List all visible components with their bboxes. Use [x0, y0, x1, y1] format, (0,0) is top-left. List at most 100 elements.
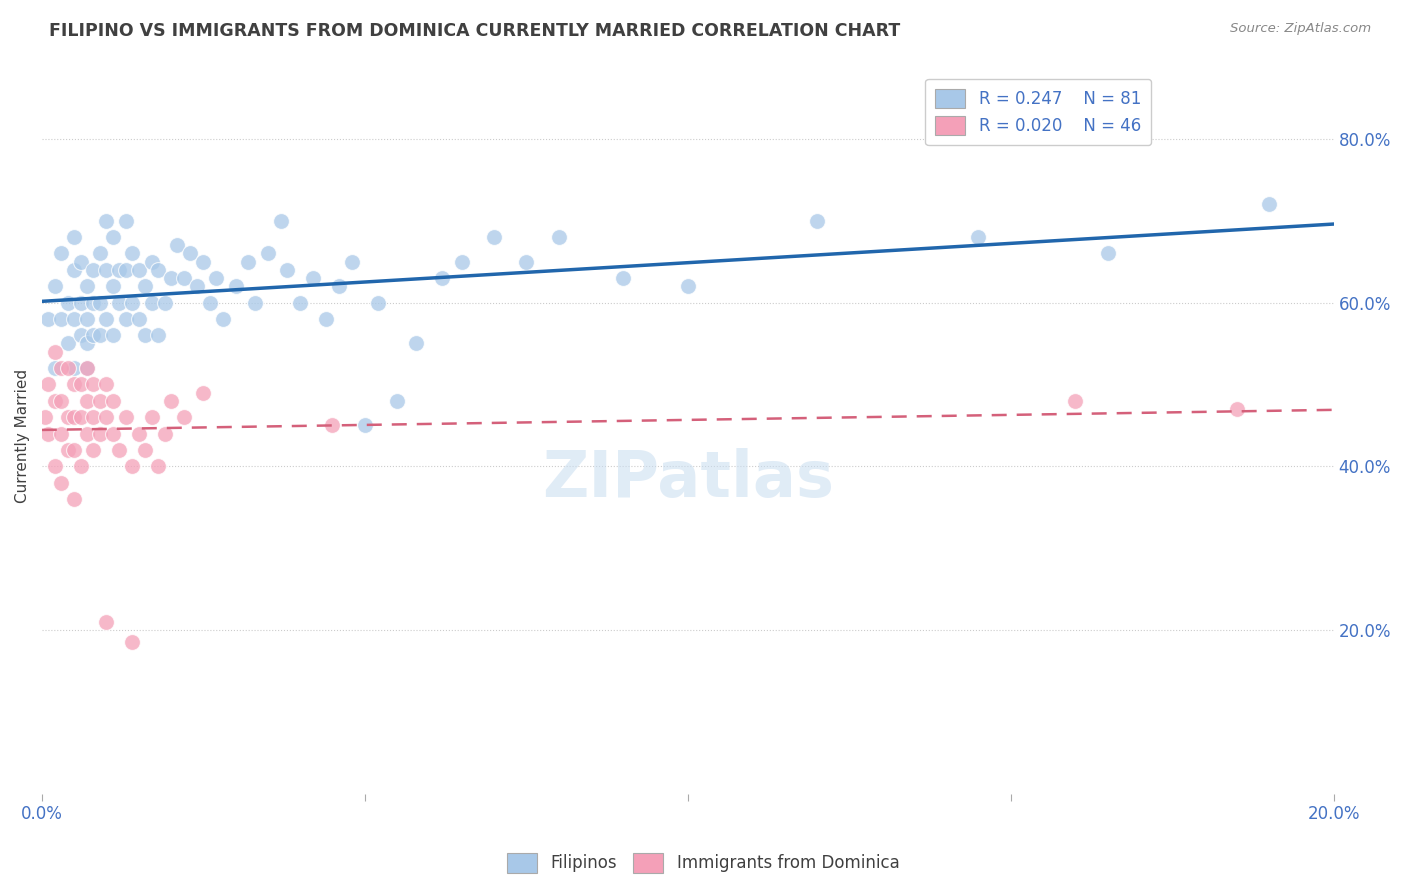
Point — [101, 279, 124, 293]
Point — [1226, 401, 1249, 416]
Point — [69, 377, 91, 392]
Point — [515, 254, 537, 268]
Point — [173, 271, 195, 285]
Point — [76, 312, 98, 326]
Point — [82, 410, 104, 425]
Point — [82, 295, 104, 310]
Point — [108, 262, 131, 277]
Point — [96, 615, 118, 629]
Point — [302, 271, 325, 285]
Point — [114, 312, 136, 326]
Point — [153, 426, 176, 441]
Point — [37, 426, 59, 441]
Point — [63, 442, 86, 457]
Point — [612, 271, 634, 285]
Point — [96, 262, 118, 277]
Point — [146, 328, 169, 343]
Point — [56, 361, 79, 376]
Point — [238, 254, 260, 268]
Point — [89, 295, 111, 310]
Point — [89, 426, 111, 441]
Point — [141, 254, 163, 268]
Point — [76, 279, 98, 293]
Point — [121, 635, 143, 649]
Point — [328, 279, 350, 293]
Point — [63, 262, 86, 277]
Point — [76, 361, 98, 376]
Point — [193, 254, 215, 268]
Point — [82, 442, 104, 457]
Point — [211, 312, 233, 326]
Point — [44, 393, 66, 408]
Y-axis label: Currently Married: Currently Married — [15, 368, 30, 502]
Point — [1097, 246, 1119, 260]
Point — [141, 410, 163, 425]
Point — [76, 426, 98, 441]
Point — [547, 230, 569, 244]
Point — [288, 295, 311, 310]
Point — [44, 344, 66, 359]
Point — [134, 328, 156, 343]
Point — [96, 410, 118, 425]
Point — [114, 213, 136, 227]
Point — [51, 475, 73, 490]
Point — [63, 410, 86, 425]
Point — [44, 459, 66, 474]
Point — [114, 410, 136, 425]
Point — [69, 410, 91, 425]
Text: ZIPatlas: ZIPatlas — [541, 448, 834, 509]
Point — [89, 246, 111, 260]
Point — [89, 393, 111, 408]
Point — [56, 336, 79, 351]
Point — [432, 271, 454, 285]
Point — [34, 410, 56, 425]
Point — [44, 279, 66, 293]
Point — [153, 295, 176, 310]
Point — [321, 418, 343, 433]
Point — [56, 295, 79, 310]
Point — [198, 295, 221, 310]
Point — [76, 361, 98, 376]
Point — [1064, 393, 1087, 408]
Point — [51, 312, 73, 326]
Point — [186, 279, 208, 293]
Point — [96, 377, 118, 392]
Text: Source: ZipAtlas.com: Source: ZipAtlas.com — [1230, 22, 1371, 36]
Point — [134, 279, 156, 293]
Point — [69, 328, 91, 343]
Point — [257, 246, 280, 260]
Point — [96, 312, 118, 326]
Point — [114, 262, 136, 277]
Point — [340, 254, 363, 268]
Point — [482, 230, 505, 244]
Point — [56, 442, 79, 457]
Point — [166, 238, 188, 252]
Point — [205, 271, 228, 285]
Point — [179, 246, 201, 260]
Point — [63, 230, 86, 244]
Point — [101, 393, 124, 408]
Point — [76, 393, 98, 408]
Point — [121, 246, 143, 260]
Point — [146, 459, 169, 474]
Point — [160, 393, 183, 408]
Point — [128, 426, 150, 441]
Point — [101, 426, 124, 441]
Point — [51, 393, 73, 408]
Point — [134, 442, 156, 457]
Point — [367, 295, 389, 310]
Point — [160, 271, 183, 285]
Point — [63, 491, 86, 506]
Point — [806, 213, 828, 227]
Point — [276, 262, 298, 277]
Point — [128, 312, 150, 326]
Point — [353, 418, 375, 433]
Point — [101, 230, 124, 244]
Point — [63, 312, 86, 326]
Point — [173, 410, 195, 425]
Point — [76, 336, 98, 351]
Point — [225, 279, 247, 293]
Point — [89, 328, 111, 343]
Point — [108, 295, 131, 310]
Point — [108, 442, 131, 457]
